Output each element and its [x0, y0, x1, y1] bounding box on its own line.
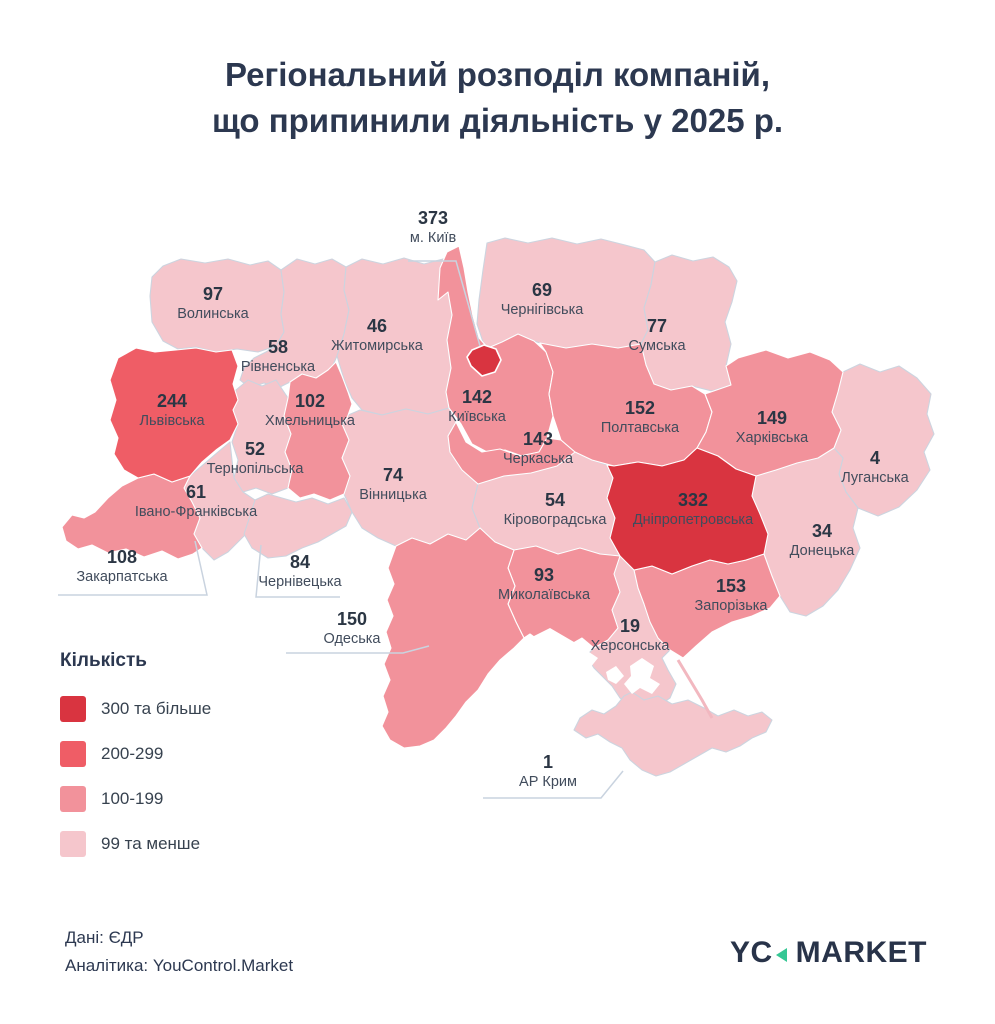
legend-label-99less: 99 та менше — [101, 834, 201, 853]
region-mykolaiv — [507, 545, 621, 649]
region-volyn — [149, 258, 285, 353]
label-leader-line — [408, 260, 481, 347]
legend-item-300plus: 300 та більше — [60, 696, 211, 722]
legend: Кількість 300 та більше 200-299 100-199 … — [60, 650, 211, 876]
logo-triangle-icon — [775, 947, 787, 962]
legend-label-300plus: 300 та більше — [101, 699, 212, 718]
region-lviv — [109, 347, 239, 483]
region-crimea — [573, 691, 773, 777]
legend-label-200-299: 200-299 — [101, 744, 164, 763]
footer-source: Дані: ЄДР — [65, 928, 144, 947]
region-ternopil — [231, 379, 293, 495]
region-chernivtsi — [243, 493, 353, 559]
label-leader-line — [286, 645, 430, 654]
logo-market: MARKET — [795, 936, 927, 969]
region-sumy — [640, 254, 738, 392]
region-zakarpattia — [61, 473, 203, 560]
water-inlet — [530, 628, 598, 668]
arabat-spit — [676, 659, 714, 719]
legend-swatch-300plus — [60, 696, 86, 722]
region-odesa — [381, 527, 525, 749]
region-kyiv_city — [466, 344, 502, 377]
legend-item-200-299: 200-299 — [60, 741, 211, 767]
page-title-line1: Регіональний розподіл компаній, — [224, 56, 771, 93]
legend-title: Кількість — [60, 650, 147, 671]
logo-yc: YC — [729, 936, 773, 969]
label-leader-line — [483, 770, 624, 799]
label-leader-line — [255, 544, 340, 598]
legend-item-100-199: 100-199 — [60, 786, 211, 812]
page-title-line2: що припинили діяльність у 2025 р. — [211, 101, 784, 139]
water-inlet — [606, 666, 624, 684]
region-dnipro — [606, 447, 769, 575]
legend-label-100-199: 100-199 — [101, 789, 164, 808]
legend-swatch-100-199 — [60, 786, 86, 812]
region-khmelnytskyi — [283, 361, 353, 501]
label-leader-line — [58, 540, 208, 596]
legend-swatch-99less — [60, 831, 86, 857]
page-title: Регіональний розподіл компаній, що припи… — [0, 52, 995, 143]
region-zhytomyr — [336, 257, 453, 416]
legend-swatch-200-299 — [60, 741, 86, 767]
water-inlet — [624, 658, 660, 694]
yc-market-logo: YC MARKET — [730, 936, 927, 970]
footer: Дані: ЄДР Аналітика: YouControl.Market — [65, 924, 293, 980]
footer-analytics: Аналітика: YouControl.Market — [65, 956, 294, 976]
region-chernihiv — [476, 237, 656, 349]
legend-item-99less: 99 та менше — [60, 831, 211, 857]
